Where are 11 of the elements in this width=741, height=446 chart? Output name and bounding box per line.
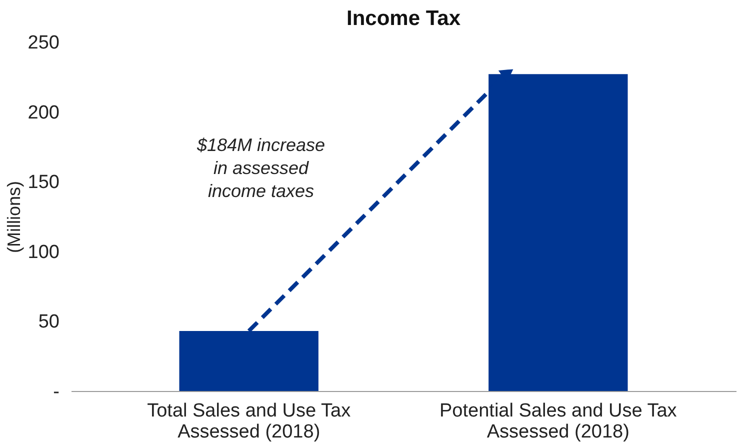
y-tick-label: 200 <box>28 102 60 124</box>
y-tick-label: 250 <box>28 32 60 54</box>
y-tick-label: 50 <box>38 312 60 333</box>
x-tick-label: Potential Sales and Use Tax Assessed (2018) <box>440 400 678 442</box>
chart-title: Income Tax <box>346 7 461 30</box>
y-axis-title: (Millions) <box>4 181 24 253</box>
y-tick-label: - <box>53 382 60 402</box>
y-tick-label: 150 <box>28 172 60 194</box>
x-tick-label: Total Sales and Use Tax Assessed (2018) <box>147 400 352 442</box>
y-tick-label: 100 <box>28 242 60 263</box>
annotation: $184M increase in assessed income taxes <box>196 135 326 201</box>
